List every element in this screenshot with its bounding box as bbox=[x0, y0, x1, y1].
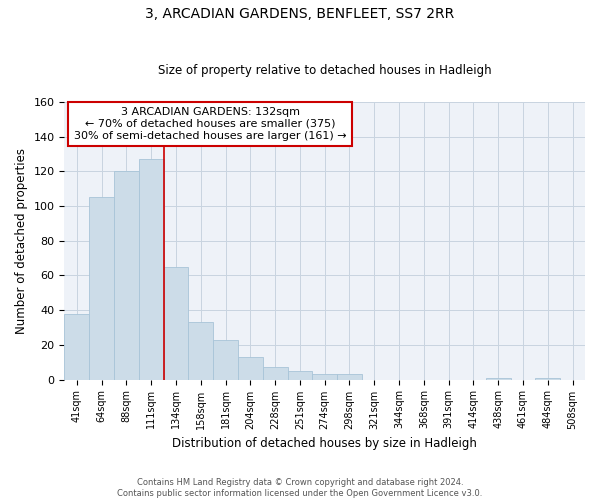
Bar bbox=[238, 357, 263, 380]
Bar bbox=[164, 266, 188, 380]
Bar bbox=[114, 171, 139, 380]
X-axis label: Distribution of detached houses by size in Hadleigh: Distribution of detached houses by size … bbox=[172, 437, 477, 450]
Text: Contains HM Land Registry data © Crown copyright and database right 2024.
Contai: Contains HM Land Registry data © Crown c… bbox=[118, 478, 482, 498]
Bar bbox=[535, 378, 560, 380]
Bar bbox=[486, 378, 511, 380]
Bar bbox=[139, 159, 164, 380]
Bar bbox=[287, 371, 313, 380]
Bar bbox=[64, 314, 89, 380]
Title: Size of property relative to detached houses in Hadleigh: Size of property relative to detached ho… bbox=[158, 64, 491, 77]
Text: 3, ARCADIAN GARDENS, BENFLEET, SS7 2RR: 3, ARCADIAN GARDENS, BENFLEET, SS7 2RR bbox=[145, 8, 455, 22]
Bar bbox=[337, 374, 362, 380]
Bar bbox=[89, 198, 114, 380]
Bar bbox=[188, 322, 213, 380]
Bar bbox=[313, 374, 337, 380]
Bar bbox=[263, 368, 287, 380]
Bar bbox=[213, 340, 238, 380]
Y-axis label: Number of detached properties: Number of detached properties bbox=[15, 148, 28, 334]
Text: 3 ARCADIAN GARDENS: 132sqm
← 70% of detached houses are smaller (375)
30% of sem: 3 ARCADIAN GARDENS: 132sqm ← 70% of deta… bbox=[74, 108, 346, 140]
